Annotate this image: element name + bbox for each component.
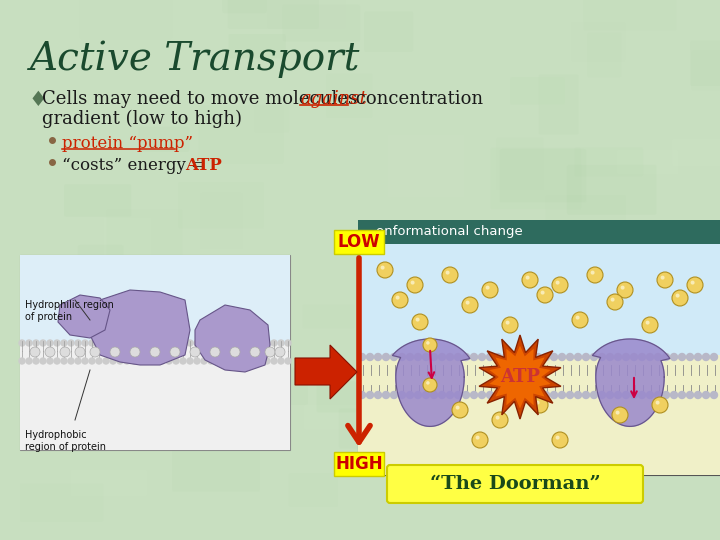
Circle shape	[660, 275, 665, 280]
Circle shape	[446, 271, 449, 275]
Circle shape	[407, 277, 423, 293]
Circle shape	[607, 294, 623, 310]
Circle shape	[503, 354, 510, 361]
Circle shape	[575, 392, 582, 399]
Circle shape	[556, 436, 559, 440]
FancyBboxPatch shape	[587, 33, 621, 77]
FancyBboxPatch shape	[71, 470, 147, 497]
Circle shape	[462, 354, 469, 361]
Circle shape	[131, 358, 137, 364]
Circle shape	[194, 340, 200, 346]
Circle shape	[271, 358, 277, 364]
Circle shape	[173, 358, 179, 364]
Circle shape	[145, 358, 151, 364]
Text: Active Transport: Active Transport	[30, 40, 361, 78]
Circle shape	[257, 340, 263, 346]
Circle shape	[466, 301, 469, 305]
Circle shape	[415, 318, 420, 322]
Circle shape	[243, 358, 249, 364]
Circle shape	[166, 358, 172, 364]
Circle shape	[470, 392, 477, 399]
Circle shape	[381, 266, 384, 269]
Circle shape	[407, 354, 413, 361]
FancyBboxPatch shape	[447, 327, 485, 363]
FancyBboxPatch shape	[266, 0, 359, 35]
Circle shape	[285, 340, 291, 346]
Circle shape	[662, 354, 670, 361]
Circle shape	[678, 354, 685, 361]
Circle shape	[257, 358, 263, 364]
Circle shape	[159, 340, 165, 346]
FancyBboxPatch shape	[20, 345, 290, 450]
Circle shape	[395, 295, 400, 300]
Circle shape	[556, 281, 559, 285]
FancyBboxPatch shape	[20, 255, 290, 345]
Circle shape	[382, 354, 390, 361]
Circle shape	[377, 262, 393, 278]
Circle shape	[138, 340, 144, 346]
FancyBboxPatch shape	[510, 77, 565, 105]
FancyBboxPatch shape	[70, 264, 124, 294]
Circle shape	[110, 347, 120, 357]
Circle shape	[68, 340, 74, 346]
Circle shape	[495, 416, 500, 420]
FancyBboxPatch shape	[482, 301, 525, 365]
FancyBboxPatch shape	[539, 75, 579, 134]
Circle shape	[670, 392, 678, 399]
Circle shape	[614, 392, 621, 399]
Circle shape	[541, 291, 544, 295]
FancyBboxPatch shape	[499, 355, 544, 418]
Circle shape	[415, 354, 421, 361]
FancyBboxPatch shape	[387, 135, 465, 198]
Circle shape	[423, 338, 437, 352]
Text: “costs” energy =: “costs” energy =	[62, 157, 210, 174]
Circle shape	[454, 392, 462, 399]
Circle shape	[534, 392, 541, 399]
FancyBboxPatch shape	[64, 184, 131, 217]
Circle shape	[250, 358, 256, 364]
Circle shape	[703, 392, 709, 399]
Text: gradient (low to high): gradient (low to high)	[42, 110, 242, 128]
Circle shape	[551, 392, 557, 399]
Polygon shape	[392, 339, 470, 427]
Circle shape	[415, 392, 421, 399]
Circle shape	[446, 392, 454, 399]
FancyBboxPatch shape	[714, 229, 720, 288]
Circle shape	[194, 358, 200, 364]
Circle shape	[243, 340, 249, 346]
Circle shape	[275, 347, 285, 357]
Circle shape	[152, 358, 158, 364]
Circle shape	[190, 347, 200, 357]
Circle shape	[690, 281, 695, 285]
Circle shape	[687, 277, 703, 293]
Circle shape	[159, 358, 165, 364]
Circle shape	[536, 401, 539, 404]
FancyBboxPatch shape	[685, 95, 720, 144]
Circle shape	[130, 347, 140, 357]
Circle shape	[229, 340, 235, 346]
Circle shape	[398, 392, 405, 399]
Circle shape	[518, 392, 526, 399]
Circle shape	[412, 314, 428, 330]
FancyBboxPatch shape	[583, 0, 676, 30]
FancyBboxPatch shape	[326, 73, 372, 118]
Circle shape	[606, 354, 613, 361]
Circle shape	[518, 354, 526, 361]
Circle shape	[366, 354, 374, 361]
Circle shape	[656, 401, 660, 404]
Circle shape	[210, 347, 220, 357]
Circle shape	[82, 358, 88, 364]
Circle shape	[89, 358, 95, 364]
FancyBboxPatch shape	[339, 409, 399, 449]
FancyBboxPatch shape	[86, 315, 174, 349]
FancyBboxPatch shape	[22, 305, 94, 356]
Circle shape	[426, 381, 430, 384]
Circle shape	[278, 340, 284, 346]
FancyBboxPatch shape	[546, 195, 626, 239]
Circle shape	[657, 272, 673, 288]
Circle shape	[711, 392, 718, 399]
Polygon shape	[479, 335, 561, 419]
FancyBboxPatch shape	[289, 473, 338, 507]
Circle shape	[222, 358, 228, 364]
